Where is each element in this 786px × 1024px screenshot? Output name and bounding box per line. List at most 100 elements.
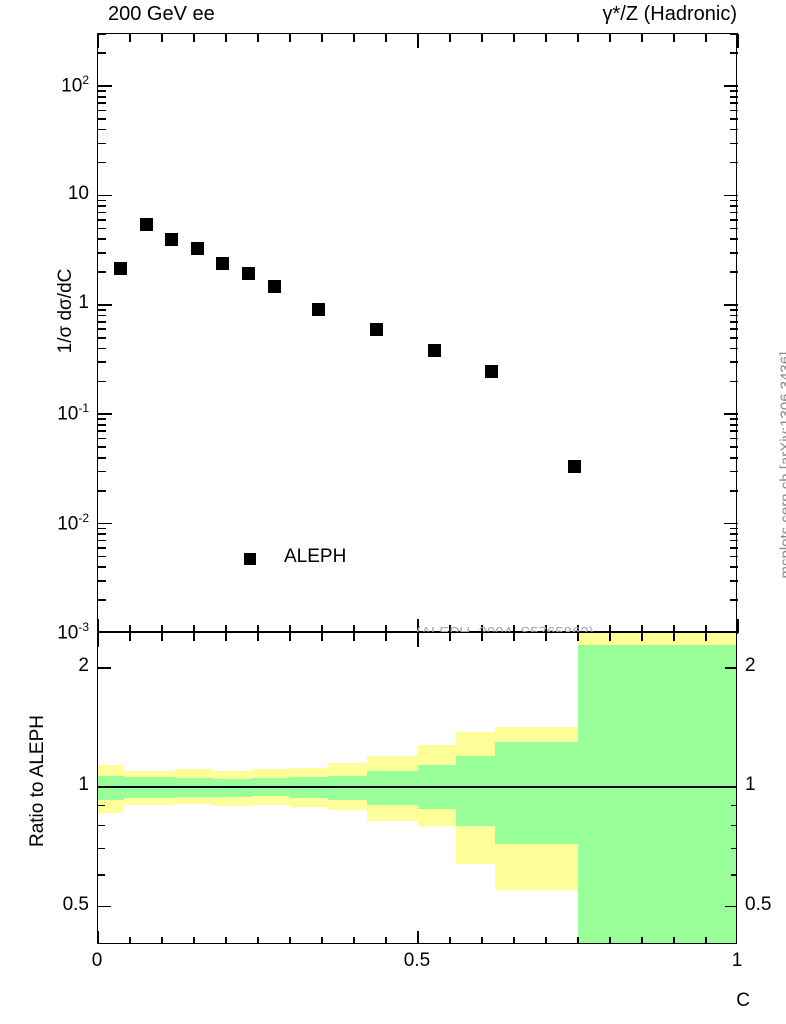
axis-tick (385, 34, 387, 42)
axis-tick (98, 522, 112, 525)
axis-tick (98, 456, 106, 459)
axis-tick (97, 619, 99, 633)
axis-tick (385, 625, 387, 633)
axis-tick (730, 161, 738, 164)
axis-tick (730, 102, 738, 104)
axis-tick (730, 547, 738, 549)
axis-tick (730, 227, 738, 230)
data-point-marker (312, 303, 326, 317)
axis-tick (289, 625, 291, 633)
axis-tick (481, 625, 483, 633)
data-point-marker (139, 218, 153, 232)
axis-tick (98, 533, 106, 536)
axis-tick (98, 102, 106, 104)
axis-tick (730, 337, 738, 339)
axis-tick (98, 527, 106, 530)
data-point-marker (568, 460, 582, 474)
axis-tick (225, 34, 227, 42)
axis-tick (730, 109, 738, 112)
axis-tick (98, 52, 106, 55)
ratio-y-tick-label-right: 1 (745, 774, 756, 796)
axis-tick (725, 786, 736, 789)
axis-tick (449, 937, 451, 943)
axis-tick (730, 437, 738, 440)
axis-tick (513, 937, 515, 943)
axis-tick (641, 34, 643, 42)
axis-tick (737, 619, 739, 633)
axis-tick (724, 304, 738, 306)
axis-tick (417, 931, 419, 943)
axis-tick (641, 937, 643, 943)
axis-tick (98, 95, 106, 98)
axis-tick (725, 905, 736, 908)
axis-tick (730, 430, 738, 432)
axis-tick (98, 304, 112, 306)
axis-tick (98, 874, 105, 876)
y-tick-label: 1 (78, 291, 89, 313)
axis-tick (730, 424, 738, 426)
axis-tick (417, 34, 419, 48)
ratio-reference-line (98, 786, 736, 789)
axis-tick (737, 34, 739, 48)
axis-tick (730, 52, 738, 55)
axis-tick (98, 667, 111, 669)
data-point-marker (165, 232, 179, 246)
axis-tick (98, 90, 106, 92)
axis-tick (673, 625, 675, 633)
axis-tick (730, 205, 738, 207)
axis-tick (731, 847, 736, 850)
axis-tick (545, 633, 547, 641)
axis-tick (161, 625, 163, 633)
x-tick-label: 0.5 (403, 950, 431, 971)
ratio-y-tick-label: 0.5 (62, 893, 89, 915)
mcplots-watermark: mcplots.cern.ch [arXiv:1306.3436] (777, 351, 786, 579)
axis-tick (577, 937, 579, 943)
axis-tick (98, 109, 106, 112)
axis-tick (609, 625, 611, 633)
axis-tick (193, 633, 195, 641)
axis-tick (98, 489, 106, 492)
axis-tick (724, 85, 738, 87)
data-point-marker (427, 343, 441, 357)
axis-tick (417, 633, 419, 647)
axis-tick (129, 625, 131, 633)
axis-tick (98, 227, 106, 230)
axis-tick (730, 118, 738, 120)
axis-tick (225, 633, 227, 641)
header-left-label: 200 GeV ee (108, 3, 215, 25)
axis-tick (98, 380, 106, 383)
axis-tick (98, 118, 106, 120)
axis-tick (289, 633, 291, 641)
axis-tick (257, 633, 259, 641)
axis-tick (98, 804, 105, 807)
axis-tick (545, 625, 547, 633)
data-point-marker (190, 241, 204, 255)
axis-tick (98, 824, 105, 827)
axis-tick (321, 633, 323, 641)
data-point-marker (241, 266, 255, 280)
axis-tick (481, 34, 483, 42)
axis-tick (161, 34, 163, 42)
axis-tick (705, 633, 707, 641)
axis-tick (673, 34, 675, 42)
axis-tick (321, 937, 323, 943)
axis-tick (129, 937, 131, 943)
axis-tick (98, 321, 106, 323)
ratio-plot-frame (97, 632, 737, 944)
axis-tick (730, 142, 738, 145)
axis-tick (257, 937, 259, 943)
axis-tick (257, 34, 259, 42)
axis-tick (98, 314, 106, 317)
axis-tick (98, 566, 106, 568)
axis-tick (321, 625, 323, 633)
axis-tick (730, 380, 738, 383)
axis-tick (385, 937, 387, 943)
axis-tick (129, 633, 131, 641)
axis-tick (98, 580, 106, 582)
axis-tick (98, 361, 106, 363)
axis-tick (353, 34, 355, 42)
axis-tick (257, 625, 259, 633)
axis-tick (730, 33, 738, 35)
axis-tick (98, 328, 106, 330)
axis-tick (730, 539, 738, 542)
